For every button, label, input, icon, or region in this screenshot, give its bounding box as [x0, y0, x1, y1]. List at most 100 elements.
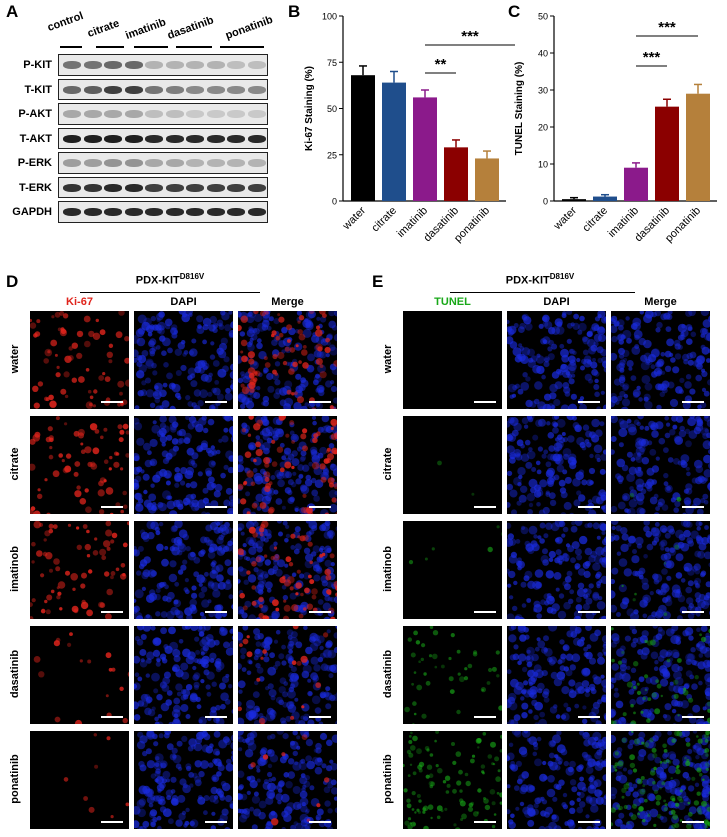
- cell-nucleus: [611, 521, 619, 525]
- cell-nucleus: [195, 360, 204, 369]
- cell-nucleus: [147, 708, 156, 717]
- cell-nucleus: [222, 613, 226, 618]
- cell-nucleus: [224, 698, 231, 705]
- cell-nucleus: [281, 752, 286, 757]
- cell-nucleus: [600, 760, 606, 768]
- cell-nucleus: [164, 473, 171, 479]
- cell-nucleus: [270, 695, 276, 701]
- cell-nucleus: [663, 612, 668, 616]
- cell-nucleus: [569, 807, 576, 814]
- cell-nucleus: [671, 708, 677, 714]
- cell-nucleus: [207, 539, 214, 546]
- cell-nucleus: [287, 635, 293, 640]
- cell-nucleus: [566, 630, 574, 638]
- cell-nucleus: [203, 536, 210, 543]
- cell-nucleus: [147, 569, 156, 578]
- cell-nucleus: [300, 450, 307, 457]
- cell-nucleus: [626, 608, 635, 617]
- cell-nucleus: [240, 793, 248, 801]
- cell-nucleus: [204, 375, 213, 383]
- cell-nucleus: [456, 709, 461, 715]
- cell-nucleus: [582, 424, 590, 431]
- cell-nucleus: [403, 788, 408, 793]
- cell-nucleus: [54, 716, 61, 723]
- cell-nucleus: [638, 397, 643, 402]
- cell-nucleus: [692, 731, 698, 734]
- cell-nucleus: [180, 662, 189, 671]
- cell-nucleus: [558, 521, 566, 528]
- cell-nucleus: [327, 453, 334, 461]
- cell-nucleus: [629, 489, 637, 497]
- cell-nucleus: [273, 546, 278, 550]
- cell-nucleus: [168, 818, 174, 825]
- cell-nucleus: [617, 818, 622, 824]
- cell-nucleus: [48, 528, 54, 534]
- cell-nucleus: [514, 731, 522, 738]
- cell-nucleus: [702, 659, 710, 668]
- cell-nucleus: [554, 416, 560, 420]
- cell-nucleus: [654, 533, 660, 538]
- cell-nucleus: [549, 383, 558, 393]
- cell-nucleus: [262, 433, 270, 441]
- cell-nucleus: [497, 769, 501, 773]
- cell-nucleus: [524, 634, 530, 640]
- cell-nucleus: [677, 658, 682, 663]
- cell-nucleus: [585, 597, 593, 605]
- cell-nucleus: [325, 380, 333, 388]
- cell-nucleus: [534, 669, 544, 679]
- cell-nucleus: [664, 416, 669, 421]
- cell-nucleus: [589, 453, 594, 459]
- cell-nucleus: [662, 714, 668, 719]
- cell-nucleus: [172, 445, 179, 452]
- cell-nucleus: [265, 311, 269, 315]
- cell-nucleus: [170, 789, 176, 794]
- cell-nucleus: [463, 676, 469, 681]
- cell-nucleus: [680, 454, 690, 463]
- cell-nucleus: [253, 719, 261, 724]
- cell-nucleus: [515, 760, 522, 767]
- cell-nucleus: [159, 435, 168, 444]
- cell-nucleus: [572, 478, 581, 487]
- cell-nucleus: [535, 419, 543, 427]
- cell-nucleus: [193, 557, 201, 564]
- cell-nucleus: [562, 644, 570, 652]
- cell-nucleus: [289, 422, 295, 428]
- cell-nucleus: [553, 572, 562, 580]
- y-tick-label: 100: [322, 12, 337, 22]
- cell-nucleus: [249, 387, 255, 393]
- cell-nucleus: [188, 350, 194, 356]
- cell-nucleus: [663, 799, 666, 803]
- cell-nucleus: [689, 716, 697, 724]
- blot-band: [165, 159, 184, 167]
- cell-nucleus: [596, 406, 602, 409]
- cell-nucleus: [238, 731, 244, 736]
- cell-nucleus: [671, 824, 676, 829]
- cell-nucleus: [224, 827, 231, 829]
- cell-nucleus: [160, 627, 167, 635]
- cell-nucleus: [636, 421, 641, 427]
- cell-nucleus: [635, 469, 644, 478]
- cell-nucleus: [315, 373, 320, 379]
- cell-nucleus: [669, 429, 676, 436]
- cell-nucleus: [275, 696, 283, 704]
- cell-nucleus: [520, 581, 527, 588]
- cell-nucleus: [219, 682, 226, 690]
- cell-nucleus: [324, 595, 331, 602]
- cell-nucleus: [207, 391, 213, 397]
- cell-nucleus: [455, 827, 461, 829]
- cell-nucleus: [640, 710, 644, 714]
- cell-nucleus: [618, 376, 626, 384]
- cell-nucleus: [568, 348, 574, 354]
- cell-nucleus: [31, 598, 36, 603]
- blot-band: [186, 159, 204, 167]
- cell-nucleus: [278, 531, 283, 537]
- cell-nucleus: [618, 362, 626, 369]
- cell-nucleus: [623, 767, 627, 772]
- cell-nucleus: [256, 768, 261, 773]
- cell-nucleus: [271, 461, 278, 467]
- cell-nucleus: [659, 761, 668, 770]
- cell-nucleus: [333, 596, 337, 604]
- cell-nucleus: [570, 557, 576, 564]
- cell-nucleus: [287, 643, 294, 651]
- cell-nucleus: [598, 579, 603, 584]
